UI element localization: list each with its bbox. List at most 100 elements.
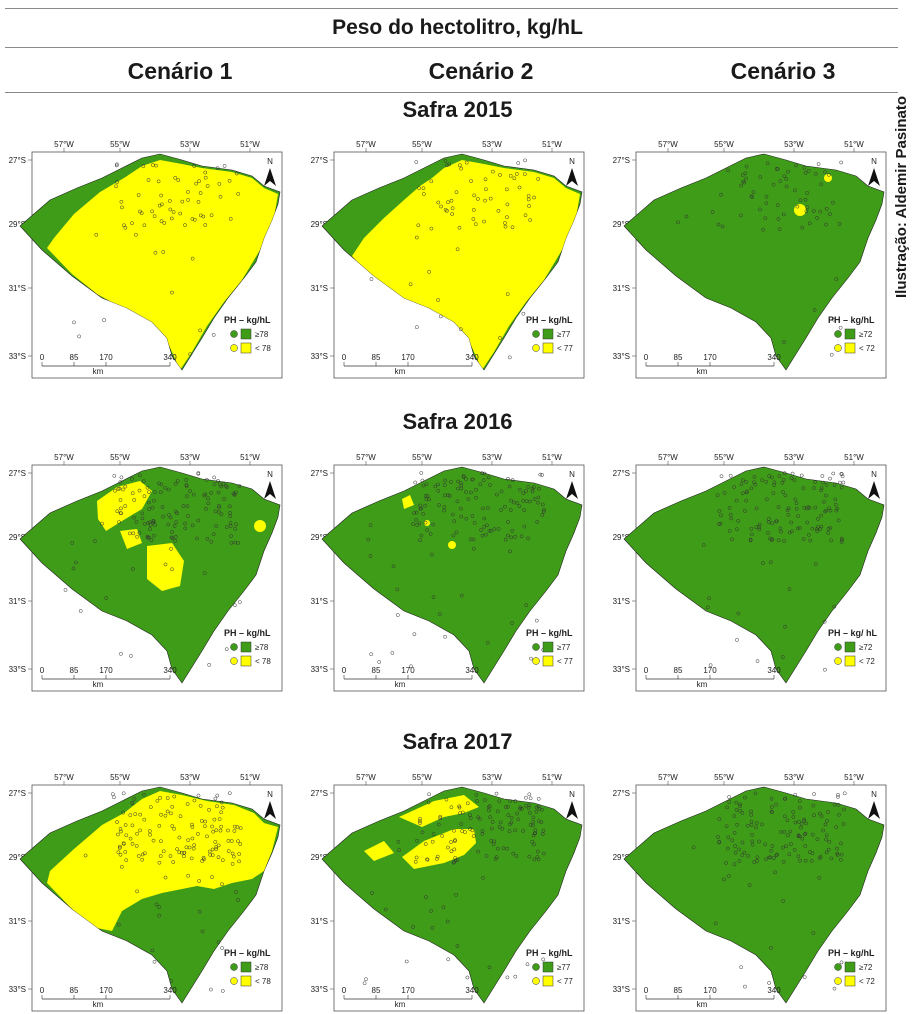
sample-point <box>489 838 493 843</box>
sample-point <box>813 505 818 510</box>
sample-point <box>797 799 802 803</box>
sample-point <box>536 495 541 500</box>
low-zone <box>120 529 142 549</box>
sample-point <box>237 484 242 488</box>
lat-label: 33°S <box>311 352 328 361</box>
sample-point <box>166 487 171 492</box>
lon-label: 53°W <box>180 140 200 149</box>
sample-point <box>818 209 823 214</box>
sample-point <box>732 862 737 866</box>
sample-point <box>123 850 128 854</box>
sample-point <box>113 488 117 493</box>
sample-point <box>468 827 472 831</box>
sample-point <box>516 817 521 822</box>
sample-point <box>839 852 844 857</box>
sample-point <box>219 810 224 815</box>
sample-point <box>228 514 233 519</box>
sample-point <box>749 194 754 199</box>
sample-point <box>819 486 824 491</box>
scale-label: 85 <box>372 353 381 362</box>
sample-point <box>439 204 443 209</box>
sample-point <box>838 480 842 485</box>
sample-point <box>515 811 519 816</box>
sample-points <box>362 791 546 986</box>
sample-point <box>154 902 159 907</box>
sample-point <box>726 874 731 879</box>
sample-point <box>225 485 229 490</box>
sample-point <box>537 486 541 491</box>
sample-point <box>131 567 135 571</box>
sample-point <box>175 847 179 851</box>
sample-point <box>747 883 752 888</box>
sample-point <box>793 820 798 825</box>
sample-point <box>758 175 763 179</box>
legend-low-label: < 78 <box>255 657 271 666</box>
lon-label: 55°W <box>714 453 734 462</box>
scale-bar: 0 85 170 340 km <box>644 353 781 376</box>
legend-low-label: < 78 <box>255 344 271 353</box>
sample-point <box>524 803 529 808</box>
lon-label: 53°W <box>180 773 200 782</box>
sample-point <box>464 160 469 165</box>
legend-high-area <box>844 961 856 973</box>
sample-point <box>221 482 226 486</box>
sample-point <box>717 840 722 845</box>
sample-point <box>454 892 458 897</box>
lat-label: 27°S <box>311 156 328 165</box>
sample-point <box>206 496 210 501</box>
sample-point <box>449 805 454 810</box>
sample-point <box>420 830 425 835</box>
sample-point <box>821 480 825 485</box>
sample-point <box>369 652 374 657</box>
sample-point <box>383 907 388 912</box>
sample-point <box>788 829 793 834</box>
sample-point <box>837 222 842 226</box>
sample-point <box>782 471 787 476</box>
sample-point <box>730 838 735 843</box>
sample-point <box>157 860 162 865</box>
scale-label: 170 <box>703 353 717 362</box>
sample-point <box>483 177 488 182</box>
sample-point <box>204 506 208 511</box>
lat-label: 27°S <box>613 156 630 165</box>
sample-point <box>369 277 374 281</box>
sample-point <box>443 207 448 212</box>
scale-label: 170 <box>703 986 717 995</box>
sample-point <box>121 791 126 796</box>
figure-title: Peso do hectolitro, kg/hL <box>332 16 583 39</box>
sample-point <box>481 506 485 511</box>
sample-point <box>482 516 487 521</box>
sample-point <box>770 475 774 480</box>
sample-point <box>734 808 739 812</box>
sample-point <box>146 178 151 182</box>
sample-point <box>739 965 744 970</box>
sample-point <box>170 530 174 534</box>
sample-point <box>840 538 844 542</box>
scale-label: 340 <box>465 353 479 362</box>
legend-low-point <box>532 977 540 985</box>
sample-point <box>238 826 243 831</box>
sample-point <box>158 795 162 800</box>
sample-point <box>524 795 528 800</box>
sample-point <box>474 793 479 797</box>
sample-point <box>102 318 106 322</box>
sample-point <box>452 860 457 864</box>
lat-label: 29°S <box>9 533 26 542</box>
sample-point <box>825 818 829 823</box>
sample-point <box>744 176 748 181</box>
sample-point <box>209 539 214 544</box>
sample-point <box>727 795 731 799</box>
sample-point <box>186 198 190 202</box>
sample-point <box>196 793 201 798</box>
safra-2016-label: Safra 2016 <box>402 409 513 434</box>
sample-point <box>415 838 419 843</box>
sample-point <box>200 929 205 934</box>
sample-point <box>707 596 711 601</box>
legend-high-point <box>230 330 238 338</box>
map-svg: 57°W 55°W 53°W 51°W 27°S 29°S 31°S 33°S N PH – kg… <box>613 140 887 379</box>
sample-point <box>227 178 232 183</box>
sample-point <box>496 208 501 213</box>
sample-point <box>438 814 443 819</box>
sample-point <box>755 821 759 825</box>
sample-point <box>749 486 754 491</box>
